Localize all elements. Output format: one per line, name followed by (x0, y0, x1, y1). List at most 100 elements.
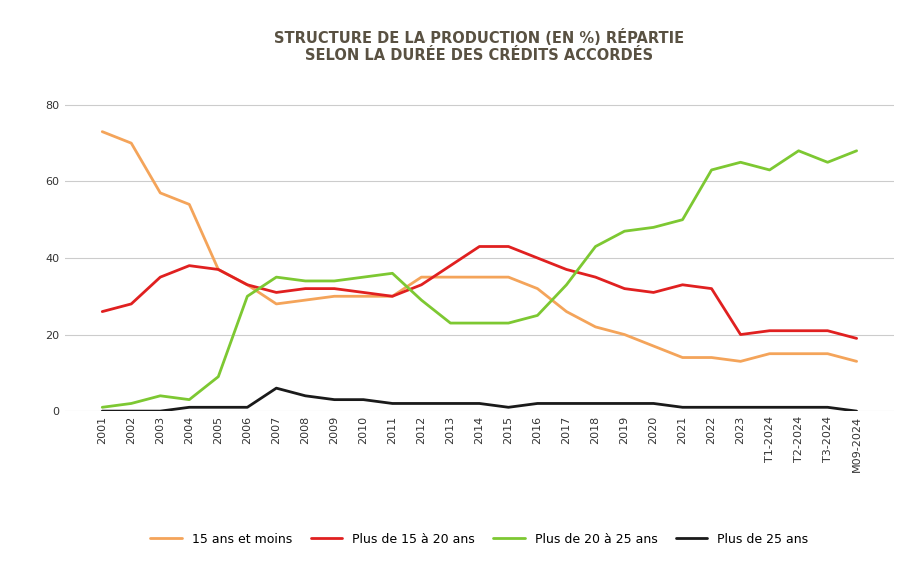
Plus de 15 à 20 ans (242, 282, 253, 288)
Plus de 15 à 20 ans (735, 331, 746, 338)
Plus de 20 à 25 ans (445, 320, 456, 327)
Plus de 25 ans (532, 400, 543, 407)
Line: Plus de 20 à 25 ans: Plus de 20 à 25 ans (102, 151, 857, 407)
15 ans et moins (97, 128, 108, 135)
Plus de 20 à 25 ans (183, 396, 195, 403)
Plus de 25 ans (242, 404, 253, 411)
15 ans et moins (502, 274, 514, 280)
Plus de 20 à 25 ans (619, 228, 630, 235)
Plus de 20 à 25 ans (155, 392, 166, 399)
15 ans et moins (532, 285, 543, 292)
Plus de 15 à 20 ans (793, 327, 804, 334)
15 ans et moins (358, 293, 369, 300)
Plus de 15 à 20 ans (97, 308, 108, 315)
Plus de 25 ans (271, 385, 282, 392)
15 ans et moins (387, 293, 398, 300)
Plus de 15 à 20 ans (561, 266, 572, 273)
Plus de 15 à 20 ans (271, 289, 282, 296)
15 ans et moins (125, 140, 136, 147)
15 ans et moins (590, 323, 601, 330)
Plus de 20 à 25 ans (387, 270, 398, 277)
15 ans et moins (561, 308, 572, 315)
Plus de 25 ans (155, 408, 166, 415)
15 ans et moins (300, 297, 311, 304)
Plus de 25 ans (822, 404, 833, 411)
Plus de 20 à 25 ans (213, 373, 224, 380)
Plus de 25 ans (329, 396, 340, 403)
Plus de 20 à 25 ans (271, 274, 282, 280)
Plus de 15 à 20 ans (532, 255, 543, 262)
15 ans et moins (445, 274, 456, 280)
Plus de 15 à 20 ans (329, 285, 340, 292)
Plus de 25 ans (213, 404, 224, 411)
Plus de 15 à 20 ans (155, 274, 166, 280)
15 ans et moins (822, 350, 833, 357)
Plus de 15 à 20 ans (619, 285, 630, 292)
15 ans et moins (851, 358, 862, 365)
15 ans et moins (474, 274, 485, 280)
Plus de 20 à 25 ans (561, 282, 572, 288)
15 ans et moins (793, 350, 804, 357)
Plus de 20 à 25 ans (851, 147, 862, 154)
Plus de 20 à 25 ans (358, 274, 369, 280)
Plus de 20 à 25 ans (329, 278, 340, 284)
Plus de 20 à 25 ans (706, 167, 717, 174)
Plus de 25 ans (619, 400, 630, 407)
Plus de 25 ans (300, 392, 311, 399)
Plus de 15 à 20 ans (764, 327, 775, 334)
Title: STRUCTURE DE LA PRODUCTION (EN %) RÉPARTIE
SELON LA DURÉE DES CRÉDITS ACCORDÉS: STRUCTURE DE LA PRODUCTION (EN %) RÉPART… (275, 29, 684, 63)
Plus de 20 à 25 ans (590, 243, 601, 250)
Plus de 15 à 20 ans (590, 274, 601, 280)
Plus de 15 à 20 ans (677, 282, 688, 288)
Plus de 25 ans (387, 400, 398, 407)
Plus de 25 ans (125, 408, 136, 415)
15 ans et moins (329, 293, 340, 300)
Plus de 20 à 25 ans (677, 216, 688, 223)
15 ans et moins (735, 358, 746, 365)
Plus de 20 à 25 ans (242, 293, 253, 300)
Plus de 25 ans (851, 408, 862, 415)
Plus de 25 ans (416, 400, 427, 407)
Plus de 20 à 25 ans (764, 167, 775, 174)
Plus de 20 à 25 ans (416, 297, 427, 304)
Plus de 15 à 20 ans (502, 243, 514, 250)
Plus de 15 à 20 ans (183, 262, 195, 269)
Plus de 20 à 25 ans (822, 159, 833, 166)
Plus de 15 à 20 ans (474, 243, 485, 250)
Plus de 15 à 20 ans (648, 289, 659, 296)
Plus de 15 à 20 ans (851, 335, 862, 342)
Plus de 15 à 20 ans (416, 282, 427, 288)
Plus de 25 ans (502, 404, 514, 411)
15 ans et moins (213, 266, 224, 273)
Plus de 25 ans (183, 404, 195, 411)
15 ans et moins (764, 350, 775, 357)
Plus de 25 ans (474, 400, 485, 407)
Plus de 20 à 25 ans (793, 147, 804, 154)
Plus de 15 à 20 ans (445, 262, 456, 269)
Plus de 15 à 20 ans (822, 327, 833, 334)
Plus de 15 à 20 ans (300, 285, 311, 292)
Plus de 25 ans (677, 404, 688, 411)
Line: 15 ans et moins: 15 ans et moins (102, 132, 857, 361)
15 ans et moins (619, 331, 630, 338)
Plus de 15 à 20 ans (387, 293, 398, 300)
Plus de 25 ans (445, 400, 456, 407)
Plus de 25 ans (764, 404, 775, 411)
15 ans et moins (416, 274, 427, 280)
15 ans et moins (183, 201, 195, 208)
15 ans et moins (242, 282, 253, 288)
Plus de 20 à 25 ans (97, 404, 108, 411)
Plus de 25 ans (358, 396, 369, 403)
15 ans et moins (271, 300, 282, 307)
Plus de 25 ans (590, 400, 601, 407)
Plus de 25 ans (97, 408, 108, 415)
Line: Plus de 25 ans: Plus de 25 ans (102, 388, 857, 411)
15 ans et moins (677, 354, 688, 361)
15 ans et moins (155, 190, 166, 196)
Plus de 15 à 20 ans (213, 266, 224, 273)
Plus de 25 ans (561, 400, 572, 407)
Line: Plus de 15 à 20 ans: Plus de 15 à 20 ans (102, 247, 857, 339)
Plus de 25 ans (793, 404, 804, 411)
Plus de 15 à 20 ans (706, 285, 717, 292)
Plus de 15 à 20 ans (358, 289, 369, 296)
